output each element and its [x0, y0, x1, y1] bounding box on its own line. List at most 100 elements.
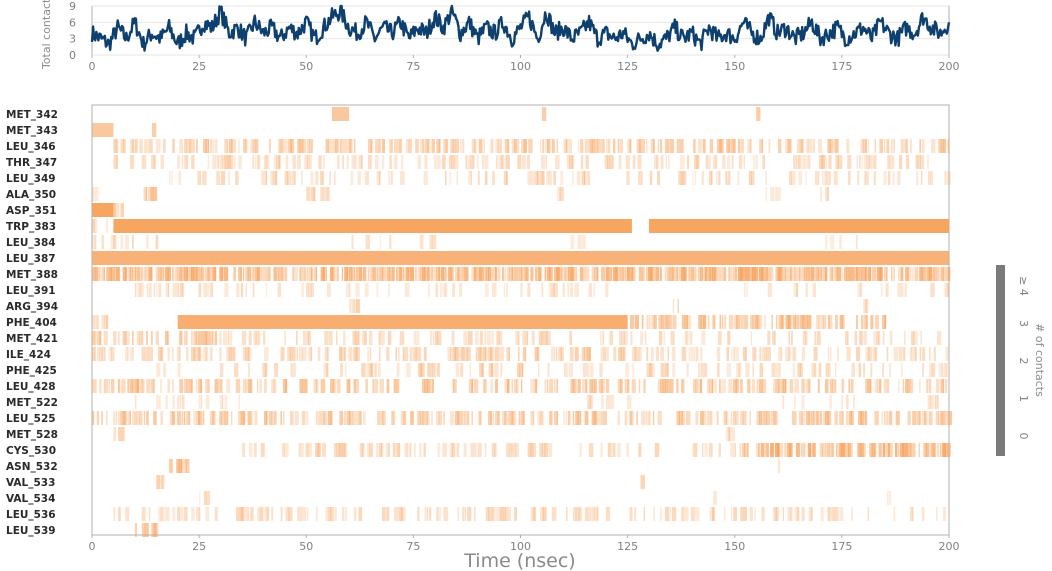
heatmap-cell	[353, 155, 357, 169]
heatmap-cell	[137, 283, 142, 297]
heatmap-cell	[431, 139, 435, 153]
heatmap-cell	[224, 139, 229, 153]
heatmap-cell	[857, 171, 860, 185]
heatmap-cell	[694, 171, 697, 185]
heatmap-cell	[113, 235, 117, 249]
heatmap-cell	[199, 491, 201, 505]
heatmap-cell	[327, 347, 330, 361]
heatmap-cell	[799, 411, 803, 425]
heatmap-cell	[883, 443, 886, 457]
heatmap-cell	[171, 171, 173, 185]
heatmap-cell	[520, 411, 524, 425]
heatmap-cell	[525, 139, 528, 153]
heatmap-cell	[92, 411, 95, 425]
heatmap-cell	[816, 315, 819, 329]
heatmap-cell	[686, 315, 691, 329]
heatmap-cell	[484, 155, 489, 169]
heatmap-cell	[240, 507, 244, 521]
heatmap-cell	[306, 507, 309, 521]
heatmap-cell	[676, 267, 678, 281]
heatmap-cell	[813, 347, 818, 361]
heatmap-cell	[688, 267, 691, 281]
heatmap-cell	[930, 171, 934, 185]
heatmap-cell	[676, 379, 679, 393]
heatmap-cell	[657, 267, 660, 281]
heatmap-cell	[940, 139, 945, 153]
heatmap-cell	[205, 267, 210, 281]
heatmap-cell	[938, 267, 940, 281]
heatmap-cell	[139, 331, 143, 345]
heatmap-cell	[613, 139, 616, 153]
heatmap-cell	[887, 171, 891, 185]
heatmap-cell	[296, 347, 299, 361]
heatmap-cell	[195, 507, 201, 521]
heatmap-cell	[632, 347, 636, 361]
heatmap-cell	[541, 107, 547, 121]
heatmap-cell	[516, 363, 521, 377]
heatmap-cell	[315, 379, 319, 393]
heatmap-cell	[278, 267, 283, 281]
heatmap-cell	[153, 155, 156, 169]
heatmap-cell	[403, 267, 405, 281]
heatmap-cell	[763, 379, 767, 393]
heatmap-cell	[518, 411, 521, 425]
heatmap-cell	[129, 411, 132, 425]
heatmap-x-tick-label: 175	[831, 540, 852, 553]
heatmap-cell	[777, 267, 782, 281]
heatmap-cell	[717, 331, 722, 345]
heatmap-cell	[146, 331, 148, 345]
heatmap-cell	[156, 523, 159, 537]
heatmap-cell	[584, 379, 588, 393]
heatmap-cell	[523, 139, 527, 153]
heatmap-cell	[315, 267, 318, 281]
heatmap-cell	[127, 267, 132, 281]
heatmap-cell	[652, 267, 656, 281]
heatmap-cell	[565, 267, 570, 281]
heatmap-cell	[550, 283, 555, 297]
heatmap-cell	[757, 315, 760, 329]
heatmap-cell	[662, 363, 668, 377]
heatmap-row-label: VAL_534	[6, 493, 55, 505]
heatmap-cell	[334, 507, 337, 521]
heatmap-cell	[752, 155, 755, 169]
heatmap-cell	[413, 331, 417, 345]
heatmap-cell	[491, 331, 494, 345]
heatmap-cell	[191, 155, 195, 169]
heatmap-cell	[344, 411, 346, 425]
heatmap-cell	[106, 379, 108, 393]
heatmap-cell	[866, 171, 869, 185]
heatmap-row-label: MET_528	[6, 429, 58, 441]
heatmap-cell	[377, 411, 380, 425]
heatmap-cell	[219, 347, 222, 361]
top-x-tick-label: 25	[192, 60, 206, 73]
heatmap-cell	[183, 411, 186, 425]
heatmap-cell	[605, 507, 610, 521]
heatmap-cell	[275, 171, 277, 185]
heatmap-cell	[325, 187, 329, 201]
heatmap-cell	[429, 267, 433, 281]
heatmap-cell	[883, 267, 887, 281]
heatmap-cell	[733, 411, 736, 425]
heatmap-cell	[520, 379, 523, 393]
heatmap-cell	[909, 379, 914, 393]
heatmap-cell	[452, 347, 457, 361]
heatmap-cell	[479, 363, 484, 377]
heatmap-cell	[489, 347, 494, 361]
heatmap-cell	[829, 411, 832, 425]
heatmap-cell	[691, 347, 696, 361]
heatmap-cell	[358, 507, 363, 521]
heatmap-cell	[664, 507, 670, 521]
heatmap-cell	[278, 139, 282, 153]
heatmap-cell	[330, 267, 334, 281]
heatmap-cell	[629, 267, 634, 281]
heatmap-cell	[653, 139, 655, 153]
heatmap-cell	[873, 443, 877, 457]
heatmap-cell	[617, 379, 621, 393]
heatmap-cell	[890, 267, 893, 281]
heatmap-cell	[193, 331, 198, 345]
heatmap-x-tick-label: 150	[724, 540, 745, 553]
heatmap-cell	[172, 347, 174, 361]
heatmap-cell	[264, 379, 267, 393]
heatmap-cell	[582, 235, 586, 249]
heatmap-cell	[752, 363, 754, 377]
